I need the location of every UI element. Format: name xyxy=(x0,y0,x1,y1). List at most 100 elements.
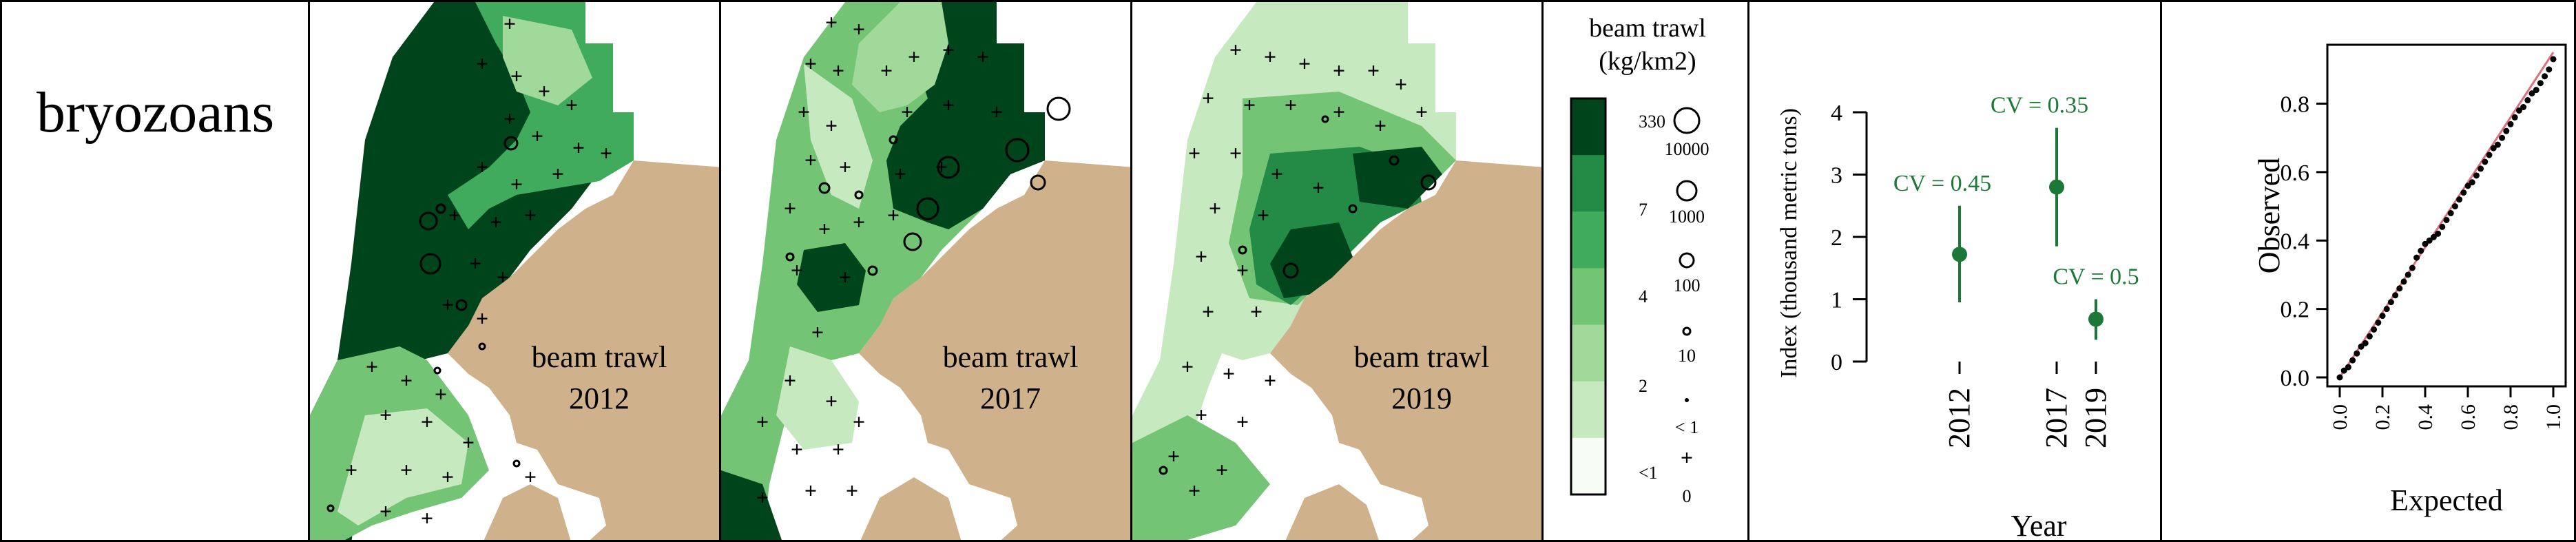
contour-light-south xyxy=(776,346,859,450)
size-legend xyxy=(1673,107,1701,402)
svg-text:+: + xyxy=(825,10,838,34)
svg-text:+: + xyxy=(832,437,844,461)
svg-text:+: + xyxy=(565,92,578,117)
svg-text:+: + xyxy=(1367,58,1380,83)
qq-point xyxy=(2443,216,2450,223)
svg-text:+: + xyxy=(1257,202,1269,227)
qq-point xyxy=(2371,326,2378,333)
qq-point xyxy=(2354,350,2360,357)
contour-mid-north xyxy=(852,2,948,112)
svg-text:+: + xyxy=(476,306,488,331)
svg-text:+: + xyxy=(1333,58,1345,83)
qq-point xyxy=(2336,374,2343,381)
svg-text:+: + xyxy=(1229,37,1242,62)
y-axis-label: Index (thousand metric tons) xyxy=(1776,108,1802,378)
map-2012: beam trawl 2012 ++ + +++ + + + ++ + + + + +++ … xyxy=(310,2,719,540)
svg-text:+: + xyxy=(524,202,537,227)
svg-text:+: + xyxy=(1188,140,1201,165)
svg-text:<1: <1 xyxy=(1639,463,1658,483)
x-tick-label: 0.4 xyxy=(2414,404,2437,430)
color-bar xyxy=(1570,97,1607,496)
map-gear-label: beam trawl xyxy=(943,340,1079,374)
svg-text:+: + xyxy=(798,99,810,124)
svg-text:10000: 10000 xyxy=(1665,139,1710,159)
svg-text:+: + xyxy=(442,292,454,317)
svg-text:+: + xyxy=(1236,258,1249,282)
color-swatch xyxy=(1571,324,1606,382)
qq-point xyxy=(2396,285,2403,292)
contour-light xyxy=(503,16,592,105)
taxon-panel: bryozoans xyxy=(0,0,310,542)
qq-chart: 0.0 0.2 0.4 0.6 0.8 0.0 0.2 0.4 0.6 0.8 1.0 Obser… xyxy=(2252,43,2567,517)
qq-point xyxy=(2451,203,2458,210)
svg-text:+: + xyxy=(1312,175,1325,200)
index-points: CV = 0.45 CV = 0.35 CV = 0.5 xyxy=(1893,93,2139,340)
svg-text:+: + xyxy=(1229,140,1242,165)
svg-text:+: + xyxy=(818,216,831,241)
qq-point xyxy=(2528,90,2535,97)
qq-point xyxy=(2426,237,2433,244)
map-panel-2012: beam trawl 2012 + + + + + + + + + + + + + + + + + + … xyxy=(308,0,721,542)
svg-text:+: + xyxy=(469,251,481,275)
qq-point xyxy=(2456,196,2463,203)
svg-text:+: + xyxy=(832,58,844,83)
svg-text:0: 0 xyxy=(1683,486,1692,506)
size-symbol-1000 xyxy=(1676,180,1698,202)
qq-point xyxy=(2358,343,2365,350)
svg-text:4: 4 xyxy=(1639,286,1648,306)
svg-text:+: + xyxy=(804,51,817,76)
svg-text:+: + xyxy=(421,505,433,530)
qq-point xyxy=(2503,127,2510,134)
legend-title-line2: (kg/km2) xyxy=(1599,47,1696,76)
svg-text:+: + xyxy=(476,51,488,76)
legend-title-line1: beam trawl xyxy=(1589,14,1706,43)
qq-point xyxy=(2464,183,2471,189)
svg-text:+: + xyxy=(942,92,955,117)
svg-text:+: + xyxy=(476,154,488,179)
plot-frame xyxy=(2326,43,2567,388)
svg-text:+: + xyxy=(908,44,920,69)
svg-text:+: + xyxy=(400,457,413,482)
svg-text:+: + xyxy=(1271,161,1283,186)
svg-text:+: + xyxy=(1202,85,1214,110)
contour-south xyxy=(1132,415,1270,540)
svg-text:+: + xyxy=(490,209,502,234)
svg-text:+: + xyxy=(600,140,612,165)
station-markers: +++ +++ +++ +++ +++ +++ +++ +++ +++ +++ … xyxy=(345,11,612,530)
map-panel-2017: beam trawl 2017 + + + + + + + + + + + + + + + + + + … xyxy=(719,0,1132,542)
biomass-circles xyxy=(326,136,521,512)
index-point xyxy=(2088,311,2104,327)
legend: beam trawl (kg/km2) 330 7 4 2 <1 + 10000… xyxy=(1570,14,1710,506)
svg-text:+: + xyxy=(1250,299,1263,324)
legend-panel: beam trawl (kg/km2) 330 7 4 2 <1 + 10000… xyxy=(1541,0,1749,542)
x-axis-label: Year xyxy=(2011,509,2066,542)
svg-text:+: + xyxy=(804,147,817,172)
qq-point xyxy=(2400,278,2407,285)
land-south xyxy=(1285,484,1379,540)
svg-text:+: + xyxy=(990,99,1003,124)
land-south xyxy=(860,477,962,540)
qq-point xyxy=(2546,66,2553,73)
svg-text:+: + xyxy=(448,202,461,227)
svg-text:+: + xyxy=(503,106,516,131)
svg-text:+: + xyxy=(1195,244,1207,269)
svg-text:+: + xyxy=(1395,72,1407,96)
map-gear-label: beam trawl xyxy=(532,340,667,374)
svg-text:+: + xyxy=(935,154,948,179)
x-tick-label: 0.0 xyxy=(2329,404,2351,430)
svg-text:+: + xyxy=(1181,354,1194,379)
svg-text:+: + xyxy=(1209,196,1221,220)
color-bar-frame xyxy=(1570,97,1607,496)
land-area xyxy=(448,160,719,540)
svg-text:+: + xyxy=(791,258,803,282)
svg-text:+: + xyxy=(791,437,803,461)
svg-text:+: + xyxy=(531,123,543,148)
svg-text:+: + xyxy=(510,63,523,88)
index-point xyxy=(2049,179,2064,195)
svg-text:+: + xyxy=(503,11,516,36)
color-tick-labels: 330 7 4 2 <1 xyxy=(1639,112,1665,483)
y-tick-label: 0.8 xyxy=(2281,92,2310,118)
map-panel-2019: beam trawl 2019 + + + + + + + + + + + + + + + + + + … xyxy=(1130,0,1544,542)
svg-text:+: + xyxy=(1167,444,1180,468)
svg-text:1000: 1000 xyxy=(1669,207,1705,227)
